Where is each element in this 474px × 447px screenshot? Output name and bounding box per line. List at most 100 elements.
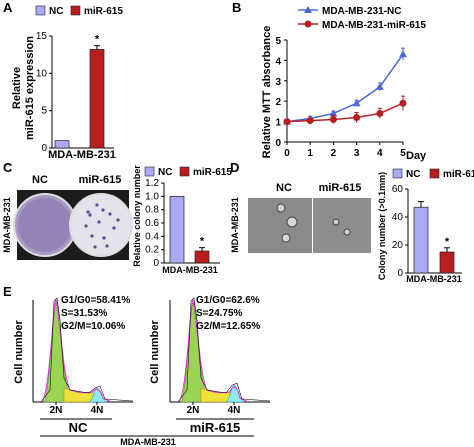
legend-nc: NC: [49, 6, 63, 17]
flow-mir-g1: G1/G0=62.6%: [196, 295, 260, 306]
y-tick-label: 1.2: [145, 178, 159, 189]
point-mir: [306, 117, 314, 125]
legend-swatch-nc: [144, 166, 155, 177]
colony-dot: [116, 218, 120, 222]
chart-b: 0 1 2 3 4 5 0 1 2 3 4 5: [275, 36, 407, 159]
point-nc: [375, 82, 384, 90]
x-tick-label: 4: [377, 148, 383, 159]
flow-mir-ylabel: Cell number: [149, 320, 161, 384]
significance-star: *: [200, 236, 205, 248]
plate-nc-colonies: [18, 198, 72, 252]
y-tick-label: 0: [275, 138, 281, 149]
chart-a-ylabel-line2: miR-615 expression: [24, 36, 36, 140]
colony-dot: [102, 236, 106, 240]
soft-agar-image-mir: [313, 198, 371, 253]
panel-label-c: C: [3, 160, 13, 175]
point-mir: [283, 118, 291, 126]
fit-curve: [41, 299, 112, 403]
flow-mir-2n: 2N: [187, 405, 200, 416]
point-nc: [352, 99, 361, 107]
soft-agar-image-nc: [248, 198, 312, 253]
significance-star: *: [445, 236, 450, 248]
image-d-label-mir: miR-615: [319, 182, 362, 194]
x-tick-label: 2: [331, 148, 337, 159]
bar-nc: [169, 195, 185, 264]
colony: [276, 203, 286, 213]
chart-b-xunit: Day: [406, 150, 427, 162]
image-c-label-mir: miR-615: [79, 174, 122, 186]
flow-nc-label: NC: [69, 420, 88, 435]
y-tick-label: 0.4: [145, 231, 159, 242]
g1-peak: [180, 302, 206, 403]
chart-a-xlabel: MDA-MB-231: [48, 149, 116, 161]
colony-dot: [108, 212, 112, 216]
point-mir: [376, 109, 384, 117]
point-mir: [399, 99, 407, 107]
legend-swatch-mir: [429, 168, 440, 179]
legend-marker-nc: [304, 6, 312, 13]
panel-a-legend: NC miR-615: [35, 5, 123, 17]
legend-marker-mir: [304, 20, 312, 28]
flow-histogram-mir: [169, 297, 271, 405]
legend-nc: NC: [406, 169, 420, 180]
colony-dot: [93, 245, 97, 249]
s-phase: [63, 387, 94, 403]
colony-dot: [84, 224, 88, 228]
legend-swatch-mir: [179, 166, 190, 177]
raw-histogram: [177, 297, 271, 403]
panel-d-legend: NC miR-615: [392, 168, 474, 180]
bar-nc: [54, 140, 70, 149]
colony: [332, 218, 340, 226]
point-nc: [399, 50, 407, 58]
legend-swatch-nc: [392, 168, 403, 179]
colony-dot: [101, 208, 105, 212]
x-tick-label: 5: [400, 148, 406, 159]
x-tick-label: 1: [307, 148, 313, 159]
y-tick-label: 2: [275, 97, 281, 108]
chart-d: 0 20 40 60 *: [392, 184, 462, 279]
bar-mir-615: [89, 49, 105, 149]
raw-histogram: [40, 297, 134, 403]
y-tick-label: 10: [36, 68, 48, 79]
image-c-label-nc: NC: [32, 174, 48, 186]
chart-c-xlabel: MDA-MB-231: [162, 265, 218, 275]
colony-dot: [112, 226, 116, 230]
image-d-label-nc: NC: [276, 182, 292, 194]
chart-b-ylabel: Relative MTT absorbance: [261, 26, 273, 159]
y-tick-label: 0.2: [145, 245, 159, 256]
point-mir: [329, 116, 337, 124]
significance-star: *: [95, 34, 100, 46]
chart-d-ylabel: Colony number (>0.1mm): [377, 172, 387, 280]
flow-nc-4n: 4N: [91, 405, 104, 416]
chart-a: 0 5 10 15 *: [36, 31, 114, 154]
panel-label-e: E: [3, 284, 12, 299]
flow-nc-ylabel: Cell number: [13, 320, 25, 384]
panel-label-a: A: [3, 0, 13, 15]
y-tick-label: 0: [397, 268, 403, 279]
point-nc: [329, 109, 338, 117]
chart-c-ylabel: Relative colony number: [132, 165, 142, 267]
legend-mir: miR-615: [443, 169, 474, 180]
g2-peak: [88, 387, 108, 403]
panel-b-legend: MDA-MB-231-NC MDA-MB-231-miR-615: [298, 6, 426, 31]
flow-nc-g1: G1/G0=58.41%: [61, 295, 130, 306]
colony-dot: [90, 234, 94, 238]
flow-mir-s: S=24.75%: [196, 308, 243, 319]
legend-mir: miR-615: [84, 6, 123, 17]
fit-curve: [178, 299, 249, 403]
y-tick-label: 15: [36, 31, 48, 42]
y-tick-label: 1.0: [145, 191, 159, 202]
image-d-side-label: MDA-MB-231: [230, 197, 240, 253]
flow-histogram-nc: [32, 297, 134, 405]
bar-nc: [413, 206, 429, 274]
bar-mir-615: [439, 251, 455, 274]
panel-label-b: B: [232, 0, 241, 15]
legend-swatch-nc: [35, 5, 46, 16]
panel-c-legend: NC miR-615: [144, 166, 232, 178]
chart-d-xlabel: MDA-MB-231: [406, 274, 462, 284]
y-tick-label: 4: [275, 56, 281, 67]
colony-dot: [88, 213, 92, 217]
colony-plate-image: [13, 190, 133, 260]
y-tick-label: 0: [41, 143, 47, 154]
